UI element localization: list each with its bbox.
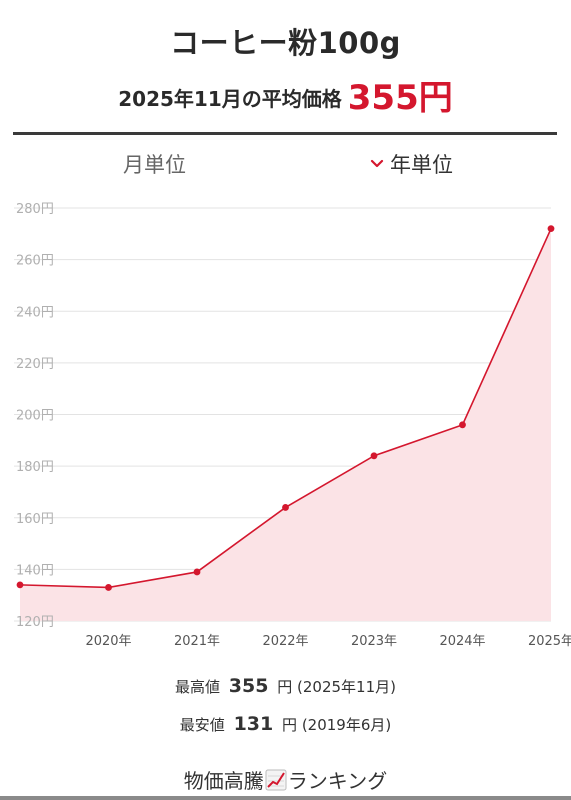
y-tick-label: 220円: [16, 357, 54, 372]
x-tick-label: 2025年: [528, 634, 571, 649]
ranking-text-after: ランキング: [287, 769, 388, 793]
x-tick-label: 2021年: [174, 634, 220, 649]
price-chart: 120円 140円 160円 180円 200円 220円 240円 260円 280円 2020…: [14, 202, 571, 649]
min-price-stat: 最安値 131 円 (2019年6月): [0, 713, 571, 735]
data-point: [370, 452, 378, 460]
min-price-value: 131: [233, 713, 274, 735]
bottom-bar: [0, 796, 571, 800]
average-price-label: 2025年11月の平均価格: [118, 87, 342, 111]
y-tick-label: 120円: [16, 615, 54, 630]
max-price-unit: 円: [277, 678, 293, 696]
x-tick-label: 2023年: [351, 634, 397, 649]
data-point: [547, 225, 555, 233]
y-tick-label: 280円: [16, 202, 54, 217]
data-point: [105, 584, 112, 591]
header-divider: [13, 132, 557, 135]
max-price-stat: 最高値 355 円 (2025年11月): [0, 675, 571, 697]
data-point: [282, 504, 289, 511]
x-tick-label: 2020年: [85, 634, 131, 649]
tab-yearly-label: 年単位: [390, 153, 453, 177]
min-price-label: 最安値: [179, 716, 225, 734]
y-tick-label: 140円: [16, 563, 54, 578]
chart-up-icon: [265, 769, 287, 791]
data-point: [459, 421, 466, 429]
y-tick-label: 160円: [16, 512, 54, 527]
min-price-date: (2019年6月): [301, 716, 392, 734]
tab-yearly[interactable]: 年単位: [370, 149, 453, 179]
y-tick-label: 260円: [16, 254, 54, 269]
min-price-unit: 円: [282, 716, 298, 734]
data-point: [193, 568, 201, 576]
max-price-label: 最高値: [174, 678, 220, 696]
y-tick-label: 200円: [16, 409, 54, 424]
ranking-text-before: 物価高騰: [183, 769, 264, 793]
tab-monthly[interactable]: 月単位: [123, 153, 186, 177]
chevron-down-icon: [370, 159, 384, 168]
x-tick-label: 2022年: [262, 634, 308, 649]
max-price-value: 355: [228, 675, 269, 697]
ranking-link[interactable]: 物価高騰 ランキング: [0, 765, 571, 794]
max-price-date: (2025年11月): [297, 678, 396, 696]
x-tick-label: 2024年: [439, 634, 485, 649]
y-tick-label: 240円: [16, 305, 54, 320]
data-point: [16, 581, 24, 589]
series-area: [20, 228, 551, 621]
page-title: コーヒー粉100g: [170, 26, 401, 60]
average-price-line: 2025年11月の平均価格 355円: [0, 70, 571, 119]
average-price-value: 355円: [347, 78, 453, 118]
y-tick-label: 180円: [16, 460, 54, 475]
